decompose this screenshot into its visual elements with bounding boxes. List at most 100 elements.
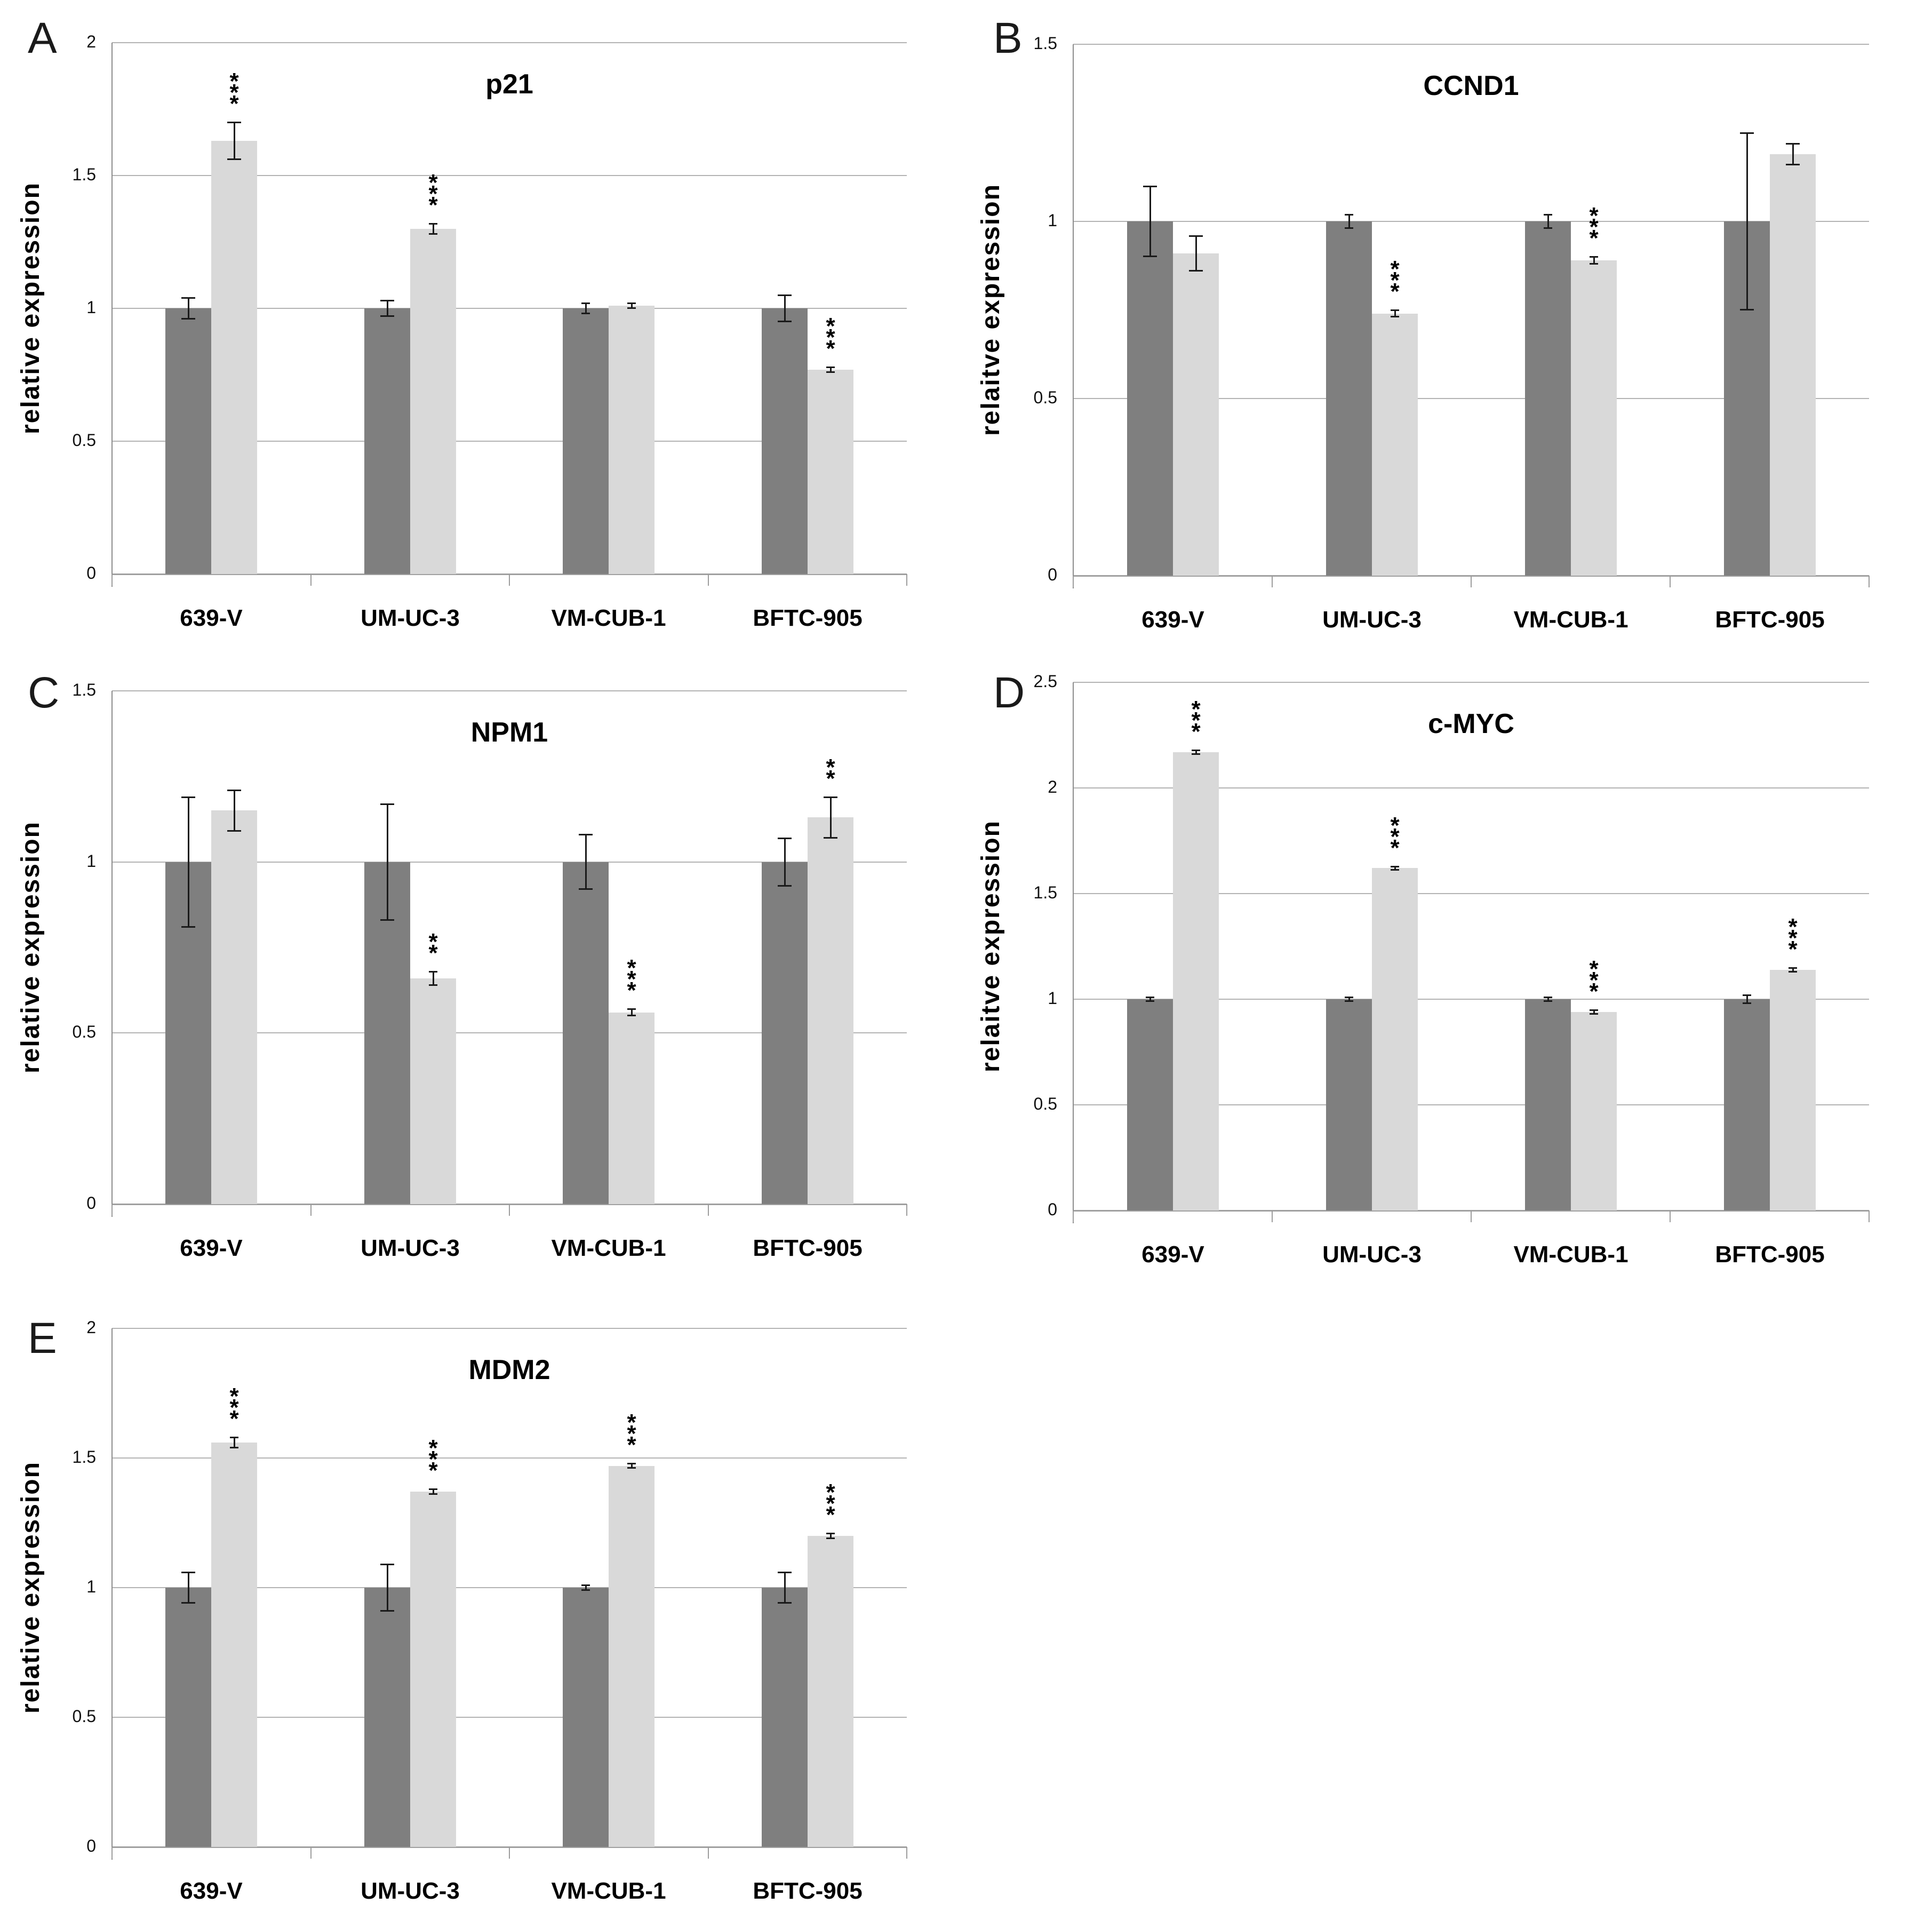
- x-axis-tick: [1073, 576, 1074, 587]
- y-gridline: [1073, 221, 1869, 222]
- error-bar: [631, 1009, 633, 1016]
- star-glyph: *: [428, 1457, 438, 1484]
- light-gray-bar: [808, 1536, 853, 1847]
- error-bar: [585, 303, 587, 314]
- x-category-label: BFTC-905: [753, 605, 863, 631]
- error-bar: [1149, 186, 1151, 257]
- error-bar-cap-bottom: [1789, 971, 1797, 973]
- dark-gray-bar: [762, 308, 808, 574]
- y-gridline: [112, 1328, 907, 1329]
- y-gridline: [1073, 999, 1869, 1000]
- error-bar-cap-top: [1345, 214, 1353, 216]
- error-bar-cap-bottom: [227, 830, 241, 832]
- x-axis-tick: [310, 574, 312, 586]
- error-bar: [1792, 968, 1794, 972]
- light-gray-bar: [808, 370, 853, 574]
- significance-stars: * * *: [1570, 204, 1618, 250]
- significance-stars: * * *: [1172, 698, 1220, 745]
- y-tick-label: 1.5: [72, 165, 96, 184]
- x-axis-tick: [310, 1847, 312, 1859]
- error-bar: [188, 1572, 189, 1603]
- x-category-label: VM-CUB-1: [551, 1235, 666, 1261]
- light-gray-bar: [609, 1466, 654, 1847]
- error-bar-cap-top: [627, 302, 636, 304]
- y-tick-label: 1.5: [72, 1447, 96, 1467]
- error-bar: [830, 1533, 832, 1539]
- error-bar-cap-bottom: [181, 318, 195, 320]
- significance-stars: * *: [409, 930, 457, 965]
- error-bar-cap-top: [627, 1008, 636, 1010]
- x-category-label: UM-UC-3: [361, 1235, 460, 1261]
- y-gridline: [112, 1587, 907, 1588]
- x-axis-tick: [509, 574, 510, 586]
- light-gray-bar: [211, 1443, 257, 1847]
- error-bar-cap-top: [1590, 1009, 1598, 1011]
- significance-stars: * * *: [807, 315, 855, 361]
- panel-letter: A: [28, 14, 57, 62]
- error-bar-cap-bottom: [380, 919, 394, 921]
- light-gray-bar: [211, 810, 257, 1204]
- chart-title: c-MYC: [1428, 708, 1514, 739]
- error-bar: [631, 1463, 633, 1469]
- error-bar: [387, 300, 388, 316]
- error-bar-cap-bottom: [181, 926, 195, 928]
- error-bar: [433, 224, 434, 234]
- error-bar-cap-top: [1391, 309, 1399, 311]
- error-bar-cap-bottom: [826, 371, 835, 373]
- x-category-label: 639-V: [180, 1878, 243, 1904]
- x-category-label: BFTC-905: [1715, 1241, 1825, 1268]
- y-tick-label: 2: [1048, 777, 1057, 796]
- error-bar: [1394, 866, 1396, 871]
- light-gray-bar: [410, 978, 456, 1204]
- error-bar-cap-bottom: [429, 1493, 437, 1495]
- error-bar: [234, 122, 235, 160]
- x-category-label: VM-CUB-1: [551, 605, 666, 631]
- error-bar: [234, 1437, 235, 1447]
- error-bar-cap-bottom: [581, 313, 590, 314]
- error-bar-cap-top: [581, 302, 590, 304]
- error-bar-cap-top: [826, 1533, 835, 1534]
- error-bar-cap-bottom: [581, 1589, 590, 1591]
- star-glyph: *: [1191, 719, 1201, 745]
- light-gray-bar: [808, 817, 853, 1204]
- dark-gray-bar: [563, 1588, 609, 1847]
- error-bar: [1593, 257, 1595, 264]
- error-bar-cap-bottom: [380, 1610, 394, 1612]
- error-bar: [387, 804, 388, 920]
- significance-stars: * * *: [1371, 814, 1419, 860]
- error-bar: [1547, 997, 1549, 1001]
- x-axis-tick: [708, 574, 709, 586]
- star-glyph: *: [229, 1406, 239, 1432]
- error-bar-cap-top: [1143, 186, 1157, 187]
- error-bar-cap-bottom: [627, 1467, 636, 1469]
- error-bar-cap-top: [1789, 967, 1797, 969]
- error-bar-cap-bottom: [1544, 227, 1552, 229]
- light-gray-bar: [609, 1013, 654, 1204]
- x-category-label: VM-CUB-1: [1513, 607, 1628, 633]
- x-category-label: BFTC-905: [753, 1235, 863, 1261]
- y-tick-label: 0.5: [72, 431, 96, 450]
- dark-gray-bar: [165, 308, 211, 574]
- y-tick-label: 2: [86, 1318, 96, 1337]
- y-tick-label: 0: [86, 1836, 96, 1855]
- y-tick-label: 2: [86, 32, 96, 51]
- y-tick-label: 1: [86, 851, 96, 871]
- light-gray-bar: [1372, 868, 1418, 1210]
- error-bar-cap-bottom: [778, 1602, 792, 1604]
- dark-gray-bar: [364, 1588, 410, 1847]
- x-category-label: BFTC-905: [753, 1878, 863, 1904]
- y-tick-label: 1: [86, 1577, 96, 1596]
- error-bar-cap-top: [579, 834, 593, 835]
- light-gray-bar: [1770, 970, 1816, 1210]
- light-gray-bar: [211, 141, 257, 574]
- x-category-label: 639-V: [180, 605, 243, 631]
- y-gridline: [112, 441, 907, 442]
- significance-stars: * * *: [409, 1437, 457, 1484]
- significance-stars: * * *: [1769, 915, 1817, 961]
- error-bar-cap-bottom: [1786, 164, 1800, 165]
- error-bar: [830, 797, 832, 838]
- error-bar-cap-bottom: [1143, 256, 1157, 257]
- error-bar-cap-top: [429, 1488, 437, 1490]
- error-bar-cap-bottom: [1189, 270, 1203, 272]
- error-bar-cap-top: [1786, 143, 1800, 145]
